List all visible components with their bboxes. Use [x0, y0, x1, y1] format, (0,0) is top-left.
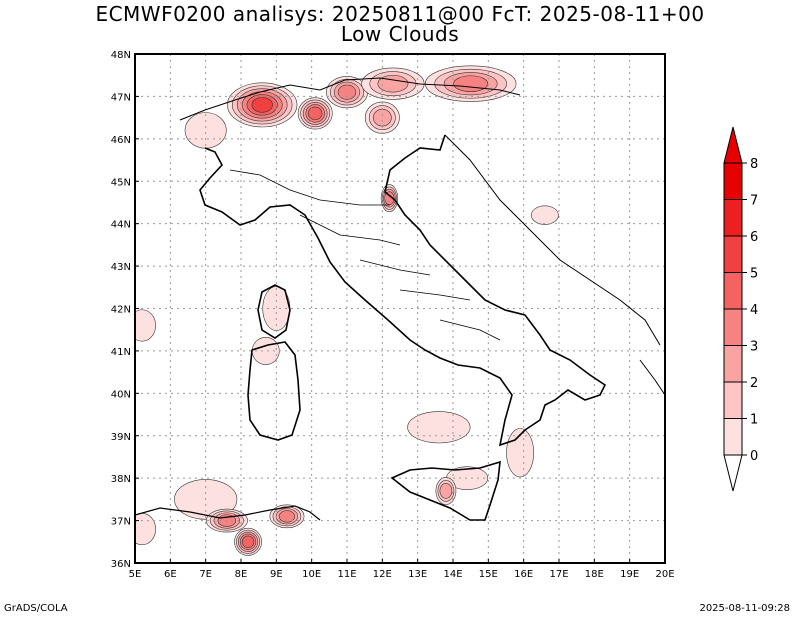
- lon-tick-label: 12E: [373, 569, 392, 580]
- colorbar-label: 2: [750, 376, 758, 391]
- contour-level-1: [135, 309, 156, 342]
- contour-level-4: [453, 75, 489, 92]
- cloud-field-layer: [135, 65, 559, 556]
- colorbar-label: 4: [750, 303, 758, 318]
- lat-tick-label: 36N: [111, 559, 131, 570]
- contour-level-3: [439, 483, 453, 499]
- colorbar-swatch: [723, 345, 743, 383]
- contour-level-3: [372, 108, 392, 127]
- colorbar-swatch: [723, 272, 743, 310]
- colorbar-label: 7: [750, 194, 758, 209]
- cloud-area-alps-dolomites: [364, 101, 400, 134]
- chart-subtitle: Low Clouds: [340, 22, 460, 46]
- contour-level-1: [135, 513, 156, 546]
- lon-tick-label: 18E: [585, 569, 604, 580]
- colorbar-label: 5: [750, 267, 758, 282]
- map-frame: [134, 53, 666, 564]
- lon-tick-label: 13E: [408, 569, 427, 580]
- colorbar-max-arrow: [723, 126, 743, 164]
- lon-tick-label: 10E: [302, 569, 321, 580]
- lon-tick-label: 11E: [337, 569, 356, 580]
- lon-tick-label: 17E: [549, 569, 568, 580]
- contour-level-5: [241, 535, 255, 548]
- lat-tick-label: 40N: [111, 389, 131, 400]
- sicily-coastline: [390, 460, 501, 521]
- cloud-area-tunisia-3: [269, 504, 305, 529]
- lon-tick-label: 6E: [164, 569, 177, 580]
- lat-tick-label: 41N: [111, 347, 131, 358]
- contour-level-3: [377, 74, 409, 93]
- cloud-area-sicily-s: [435, 476, 457, 505]
- cloud-area-tunisia-2: [234, 527, 262, 556]
- lat-tick-label: 48N: [111, 50, 131, 61]
- colorbar-swatch: [723, 199, 743, 237]
- colorbar-label: 1: [750, 413, 758, 428]
- alps-border: [179, 77, 521, 121]
- cloud-area-alps-tirol: [326, 76, 368, 109]
- cloud-area-algeria-far: [135, 513, 156, 546]
- chart-title: ECMWF0200 analisys: 20250811@00 FcT: 202…: [95, 2, 705, 26]
- africa-coastline: [135, 505, 321, 521]
- map-grid: [135, 54, 665, 563]
- lon-tick-label: 16E: [514, 569, 533, 580]
- greece-coastline: [639, 359, 665, 396]
- lat-tick-label: 43N: [111, 262, 131, 273]
- contour-level-6: [251, 97, 273, 113]
- colorbar-label: 6: [750, 230, 758, 245]
- lon-tick-label: 7E: [199, 569, 212, 580]
- cloud-area-ionian: [407, 411, 471, 444]
- contour-level-1: [407, 411, 471, 444]
- colorbar-label: 8: [750, 157, 758, 172]
- cloud-area-alps-lake: [297, 97, 333, 130]
- lon-tick-label: 9E: [270, 569, 283, 580]
- lon-tick-label: 5E: [129, 569, 142, 580]
- cloud-area-alps-ch: [227, 82, 298, 128]
- lon-tick-label: 20E: [655, 569, 674, 580]
- lat-tick-label: 46N: [111, 135, 131, 146]
- lon-tick-label: 15E: [479, 569, 498, 580]
- lat-tick-label: 39N: [111, 432, 131, 443]
- cloud-area-alps-east: [361, 67, 425, 100]
- colorbar-label: 3: [750, 340, 758, 355]
- colorbar-min-arrow: [723, 454, 743, 492]
- colorbar: 0 1 2 3 4 5 6 7 8: [723, 126, 758, 492]
- lon-tick-label: 14E: [443, 569, 462, 580]
- colorbar-label: 0: [750, 449, 758, 464]
- cloud-area-alps-west: [184, 112, 227, 149]
- cloud-area-rimini: [380, 184, 399, 213]
- sardinia-coastline: [247, 341, 301, 441]
- lat-tick-label: 38N: [111, 474, 131, 485]
- lon-tick-label: 8E: [235, 569, 248, 580]
- colorbar-swatch: [723, 235, 743, 273]
- lat-tick-label: 42N: [111, 305, 131, 316]
- regional-borders: [229, 169, 501, 341]
- contour-level-1: [530, 205, 559, 225]
- contour-level-5: [308, 106, 323, 121]
- cloud-area-balearic: [135, 309, 156, 342]
- lat-tick-label: 44N: [111, 220, 131, 231]
- grads-credit: GrADS/COLA: [4, 603, 68, 614]
- italy-coastline: [199, 134, 607, 447]
- lat-tick-label: 47N: [111, 92, 131, 103]
- contour-level-1: [184, 112, 227, 149]
- coastline-layer: [135, 77, 665, 521]
- colorbar-swatch: [723, 308, 743, 346]
- adriatic-east-coast: [444, 134, 661, 346]
- corsica-coastline: [257, 284, 291, 339]
- contour-level-4: [278, 510, 295, 523]
- lon-tick-label: 19E: [620, 569, 639, 580]
- colorbar-swatch: [723, 381, 743, 419]
- colorbar-swatch: [723, 418, 743, 456]
- map-axes: 5E 6E 7E 8E 9E 10E 11E 12E 13E 14E 15E 16E 17E 18E 19E…: [111, 50, 675, 580]
- colorbar-swatch: [723, 162, 743, 200]
- cloud-area-croatia: [530, 205, 559, 225]
- render-timestamp: 2025-08-11-09:28: [699, 603, 790, 614]
- lat-tick-label: 45N: [111, 177, 131, 188]
- lat-tick-label: 37N: [111, 517, 131, 528]
